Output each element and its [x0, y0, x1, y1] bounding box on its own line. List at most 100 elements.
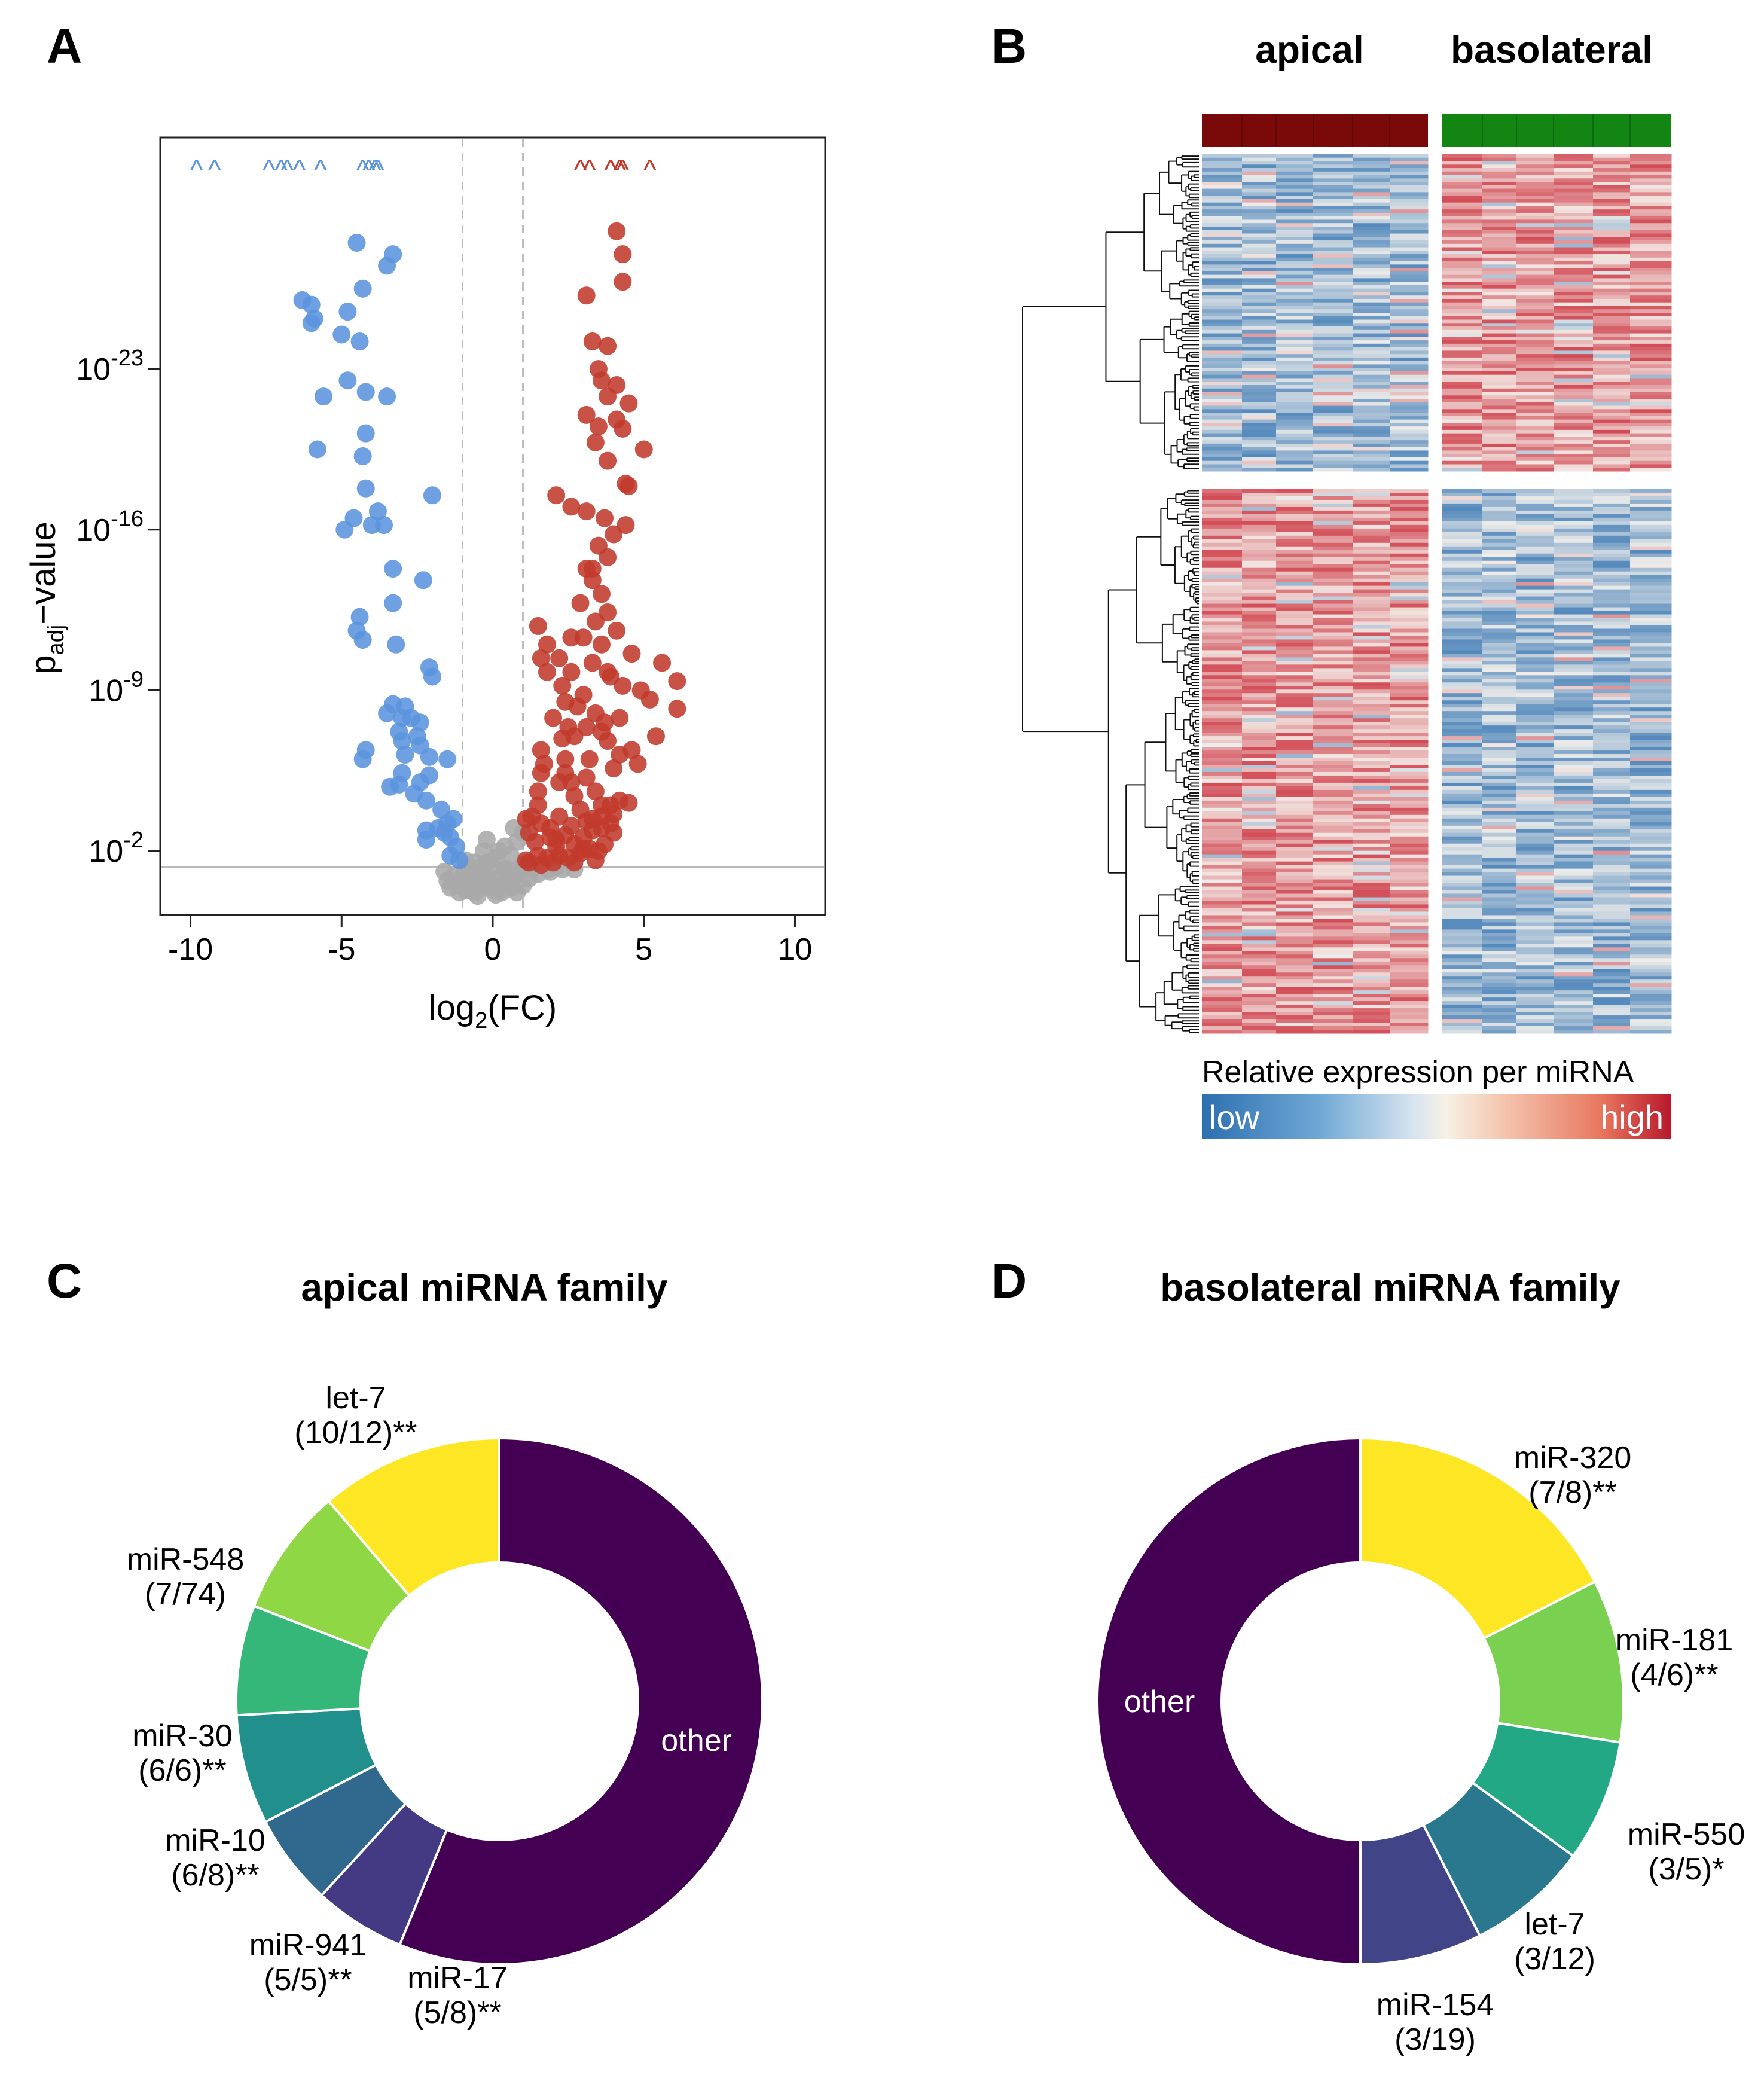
heatmap-cell — [1202, 550, 1243, 554]
heatmap-cell — [1554, 628, 1594, 633]
heatmap-cell — [1482, 596, 1517, 601]
heatmap-cell — [1593, 550, 1631, 554]
heatmap-cell — [1202, 340, 1243, 344]
heatmap-cell — [1202, 650, 1243, 654]
heatmap-cell — [1554, 904, 1594, 908]
heatmap-cell — [1390, 868, 1429, 873]
heatmap-cell — [1442, 951, 1483, 955]
heatmap-cell — [1482, 983, 1517, 987]
heatmap-cell — [1554, 361, 1594, 365]
heatmap-cell — [1390, 901, 1429, 905]
heatmap-cell — [1554, 607, 1594, 612]
heatmap-cell — [1353, 829, 1390, 834]
heatmap-cell — [1242, 775, 1277, 780]
heatmap-cell — [1202, 316, 1243, 321]
heatmap-cell — [1554, 443, 1594, 448]
heatmap-cell — [1593, 524, 1631, 529]
heatmap-cell — [1516, 521, 1554, 526]
heatmap-cell — [1242, 437, 1277, 441]
heatmap-cell — [1276, 750, 1314, 755]
heatmap-cell — [1202, 382, 1243, 386]
heatmap-cell — [1390, 374, 1429, 379]
heatmap-cell — [1482, 847, 1517, 852]
heatmap-cell — [1242, 535, 1277, 540]
heatmap-cell — [1242, 1019, 1277, 1023]
heatmap-cell — [1442, 807, 1483, 812]
heatmap-cell — [1554, 697, 1594, 701]
heatmap-cell — [1202, 771, 1243, 776]
heatmap-cell — [1482, 233, 1517, 237]
heatmap-cell — [1242, 725, 1277, 730]
heatmap-cell — [1554, 954, 1594, 959]
heatmap-cell — [1242, 510, 1277, 515]
heatmap-cell — [1630, 419, 1672, 423]
heatmap-cell — [1390, 285, 1429, 289]
heatmap-cell — [1353, 861, 1390, 866]
heatmap-cell — [1390, 240, 1429, 245]
heatmap-cell — [1202, 285, 1243, 289]
heatmap-cell — [1442, 468, 1483, 472]
point-up — [517, 810, 535, 828]
heatmap-cell — [1390, 230, 1429, 234]
point-up — [589, 417, 608, 436]
heatmap-cell — [1482, 775, 1517, 780]
heatmap-cell — [1202, 578, 1243, 583]
heatmap-cell — [1353, 962, 1390, 966]
heatmap-cell — [1593, 164, 1631, 169]
heatmap-cell — [1242, 216, 1277, 220]
heatmap-cell — [1276, 929, 1314, 933]
heatmap-cell — [1202, 976, 1243, 980]
heatmap-cell — [1442, 771, 1483, 776]
heatmap-cell — [1516, 775, 1554, 780]
heatmap-cell — [1242, 464, 1277, 468]
heatmap-cell — [1202, 309, 1243, 313]
heatmap-cell — [1593, 736, 1631, 740]
heatmap-cell — [1554, 521, 1594, 526]
heatmap-cell — [1242, 419, 1277, 423]
heatmap-cell — [1442, 800, 1483, 805]
heatmap-cell — [1554, 979, 1594, 984]
heatmap-cell — [1482, 278, 1517, 282]
heatmap-cell — [1554, 976, 1594, 980]
heatmap-cell — [1593, 433, 1631, 437]
heatmap-cell — [1313, 847, 1353, 852]
heatmap-cell — [1442, 679, 1483, 683]
heatmap-cell — [1353, 632, 1390, 636]
heatmap-cell — [1313, 457, 1353, 462]
heatmap-cell — [1554, 306, 1594, 310]
heatmap-cell — [1554, 1005, 1594, 1009]
heatmap-cell — [1482, 743, 1517, 747]
heatmap-cell — [1313, 532, 1353, 536]
heatmap-cell — [1353, 560, 1390, 565]
heatmap-cell — [1482, 357, 1517, 362]
heatmap-cell — [1442, 646, 1483, 651]
heatmap-cell — [1202, 364, 1243, 368]
heatmap-cell — [1516, 962, 1554, 966]
heatmap-cell — [1202, 954, 1243, 959]
heatmap-cell — [1516, 994, 1554, 998]
heatmap-cell — [1242, 843, 1277, 848]
heatmap-cell — [1593, 793, 1631, 798]
heatmap-cell — [1554, 567, 1594, 572]
heatmap-cell — [1442, 990, 1483, 994]
heatmap-cell — [1353, 589, 1390, 594]
heatmap-cell — [1242, 854, 1277, 859]
heatmap-cell — [1242, 911, 1277, 916]
heatmap-cell — [1482, 883, 1517, 887]
heatmap-cell — [1482, 814, 1517, 819]
heatmap-cell — [1353, 182, 1390, 186]
heatmap-cell — [1353, 368, 1390, 372]
heatmap-cell — [1593, 697, 1631, 701]
heatmap-cell — [1242, 316, 1277, 321]
point-up — [580, 750, 599, 768]
heatmap-cell — [1593, 886, 1631, 891]
heatmap-cell — [1242, 793, 1277, 798]
heatmap-cell — [1593, 161, 1631, 165]
heatmap-cell — [1516, 374, 1554, 379]
heatmap-cell — [1630, 237, 1672, 241]
heatmap-cell — [1630, 639, 1672, 643]
heatmap-cell — [1482, 768, 1517, 773]
heatmap-cell — [1442, 818, 1483, 823]
heatmap-cell — [1202, 979, 1243, 984]
heatmap-cell — [1554, 182, 1594, 186]
